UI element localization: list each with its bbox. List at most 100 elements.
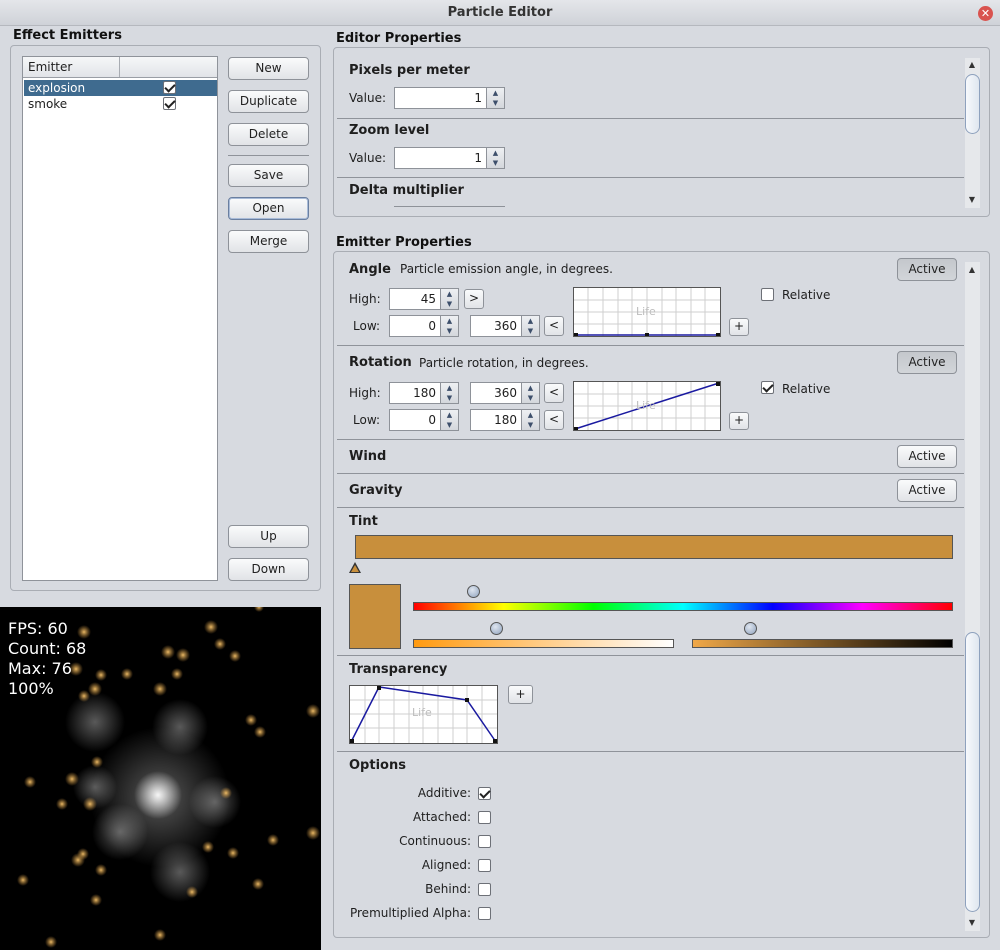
- saturation-slider-knob[interactable]: [490, 622, 503, 635]
- delta-multiplier-label: Delta multiplier: [349, 183, 464, 198]
- rotation-low2-spinner[interactable]: 180 ▲ ▼: [470, 409, 540, 431]
- table-row[interactable]: explosion: [24, 80, 217, 96]
- zoom-level-label: Zoom level: [349, 123, 430, 138]
- rotation-graph[interactable]: Life: [573, 381, 721, 431]
- emitter-enabled-checkbox[interactable]: [163, 97, 176, 110]
- transparency-graph[interactable]: Life: [349, 685, 498, 744]
- tint-gradient-bar[interactable]: [355, 535, 953, 559]
- scroll-thumb[interactable]: [965, 632, 980, 912]
- editor-properties-title: Editor Properties: [336, 31, 462, 46]
- save-button[interactable]: Save: [228, 164, 309, 187]
- spin-up-icon[interactable]: ▲: [446, 290, 453, 298]
- option-attached-checkbox[interactable]: [478, 811, 491, 824]
- angle-expand-button[interactable]: >: [464, 289, 484, 309]
- spin-up-icon[interactable]: ▲: [527, 317, 534, 325]
- spin-down-icon[interactable]: ▼: [446, 327, 453, 335]
- hue-slider-knob[interactable]: [467, 585, 480, 598]
- open-button[interactable]: Open: [228, 197, 309, 220]
- rotation-relative-checkbox[interactable]: [761, 381, 774, 394]
- angle-relative-checkbox[interactable]: [761, 288, 774, 301]
- fps-label: FPS: 60: [8, 619, 68, 638]
- option-aligned-checkbox[interactable]: [478, 859, 491, 872]
- spin-down-icon[interactable]: ▼: [492, 99, 499, 107]
- down-button[interactable]: Down: [228, 558, 309, 581]
- transparency-add-button[interactable]: +: [508, 685, 533, 704]
- editor-properties-content: Pixels per meter Value: 1 ▲ ▼ Zoom level …: [337, 53, 964, 208]
- column-divider: [119, 57, 120, 77]
- spin-down-icon[interactable]: ▼: [492, 159, 499, 167]
- emitter-table[interactable]: Emitter explosion smoke: [22, 56, 218, 581]
- angle-low2-spinner[interactable]: 360 ▲ ▼: [470, 315, 540, 337]
- scroll-thumb[interactable]: [965, 74, 980, 134]
- angle-collapse-button[interactable]: <: [544, 316, 564, 336]
- spin-up-icon[interactable]: ▲: [527, 411, 534, 419]
- brightness-slider[interactable]: [692, 639, 953, 648]
- spin-up-icon[interactable]: ▲: [492, 149, 499, 157]
- gravity-active-button[interactable]: Active: [897, 479, 957, 502]
- spin-down-icon[interactable]: ▼: [446, 421, 453, 429]
- angle-low-value: 0: [428, 319, 436, 333]
- hue-slider[interactable]: [413, 602, 953, 611]
- angle-active-button[interactable]: Active: [897, 258, 957, 281]
- editor-properties-scrollbar[interactable]: ▲ ▼: [965, 58, 980, 208]
- scroll-up-icon[interactable]: ▲: [968, 60, 976, 69]
- angle-low-spinner[interactable]: 0 ▲ ▼: [389, 315, 459, 337]
- wind-active-button[interactable]: Active: [897, 445, 957, 468]
- option-premultiplied-alpha-checkbox[interactable]: [478, 907, 491, 920]
- spin-down-icon[interactable]: ▼: [446, 394, 453, 402]
- spin-up-icon[interactable]: ▲: [527, 384, 534, 392]
- rotation-high-spinner[interactable]: 180 ▲ ▼: [389, 382, 459, 404]
- spin-up-icon[interactable]: ▲: [446, 317, 453, 325]
- window-title: Particle Editor: [447, 5, 553, 20]
- spin-up-icon[interactable]: ▲: [446, 411, 453, 419]
- rotation-high2-spinner[interactable]: 360 ▲ ▼: [470, 382, 540, 404]
- angle-add-button[interactable]: +: [729, 318, 749, 336]
- rotation-high-collapse-button[interactable]: <: [544, 383, 564, 403]
- angle-graph[interactable]: Life: [573, 287, 721, 337]
- emitter-properties-scrollbar[interactable]: ▲ ▼: [965, 262, 980, 931]
- rotation-low-spinner[interactable]: 0 ▲ ▼: [389, 409, 459, 431]
- particle-canvas: [17, 607, 320, 948]
- spin-down-icon[interactable]: ▼: [527, 327, 534, 335]
- option-continuous-checkbox[interactable]: [478, 835, 491, 848]
- delta-multiplier-spinner[interactable]: [394, 206, 505, 208]
- scroll-down-icon[interactable]: ▼: [968, 918, 976, 927]
- option-behind-checkbox[interactable]: [478, 883, 491, 896]
- rotation-high-value: 180: [413, 386, 436, 400]
- saturation-slider[interactable]: [413, 639, 674, 648]
- rotation-active-button[interactable]: Active: [897, 351, 957, 374]
- scroll-up-icon[interactable]: ▲: [968, 265, 976, 274]
- close-icon[interactable]: ✕: [978, 6, 993, 21]
- up-button[interactable]: Up: [228, 525, 309, 548]
- spin-down-icon[interactable]: ▼: [446, 300, 453, 308]
- emitter-properties-panel: [333, 251, 990, 938]
- rotation-low-collapse-button[interactable]: <: [544, 410, 564, 430]
- option-additive-checkbox[interactable]: [478, 787, 491, 800]
- spin-down-icon[interactable]: ▼: [527, 394, 534, 402]
- option-aligned-label: Aligned:: [421, 858, 471, 872]
- max-label: Max: 76: [8, 659, 72, 678]
- scroll-down-icon[interactable]: ▼: [968, 195, 976, 204]
- spin-down-icon[interactable]: ▼: [527, 421, 534, 429]
- emitter-name: smoke: [28, 97, 68, 111]
- rotation-low-label: Low:: [353, 413, 381, 427]
- new-button[interactable]: New: [228, 57, 309, 80]
- spin-up-icon[interactable]: ▲: [492, 89, 499, 97]
- angle-graph-label: Life: [636, 305, 656, 318]
- pixels-per-meter-spinner[interactable]: 1 ▲ ▼: [394, 87, 505, 109]
- table-row[interactable]: smoke: [24, 96, 217, 112]
- duplicate-button[interactable]: Duplicate: [228, 90, 309, 113]
- angle-description: Particle emission angle, in degrees.: [400, 262, 613, 276]
- emitter-enabled-checkbox[interactable]: [163, 81, 176, 94]
- merge-button[interactable]: Merge: [228, 230, 309, 253]
- rotation-add-button[interactable]: +: [729, 412, 749, 430]
- emitter-name: explosion: [28, 81, 86, 95]
- delete-button[interactable]: Delete: [228, 123, 309, 146]
- spin-up-icon[interactable]: ▲: [446, 384, 453, 392]
- particle-preview[interactable]: FPS: 60 Count: 68 Max: 76 100%: [0, 607, 321, 950]
- tint-color-swatch[interactable]: [349, 584, 401, 649]
- rotation-low2-value: 180: [494, 413, 517, 427]
- angle-high-spinner[interactable]: 45 ▲ ▼: [389, 288, 459, 310]
- zoom-level-spinner[interactable]: 1 ▲ ▼: [394, 147, 505, 169]
- brightness-slider-knob[interactable]: [744, 622, 757, 635]
